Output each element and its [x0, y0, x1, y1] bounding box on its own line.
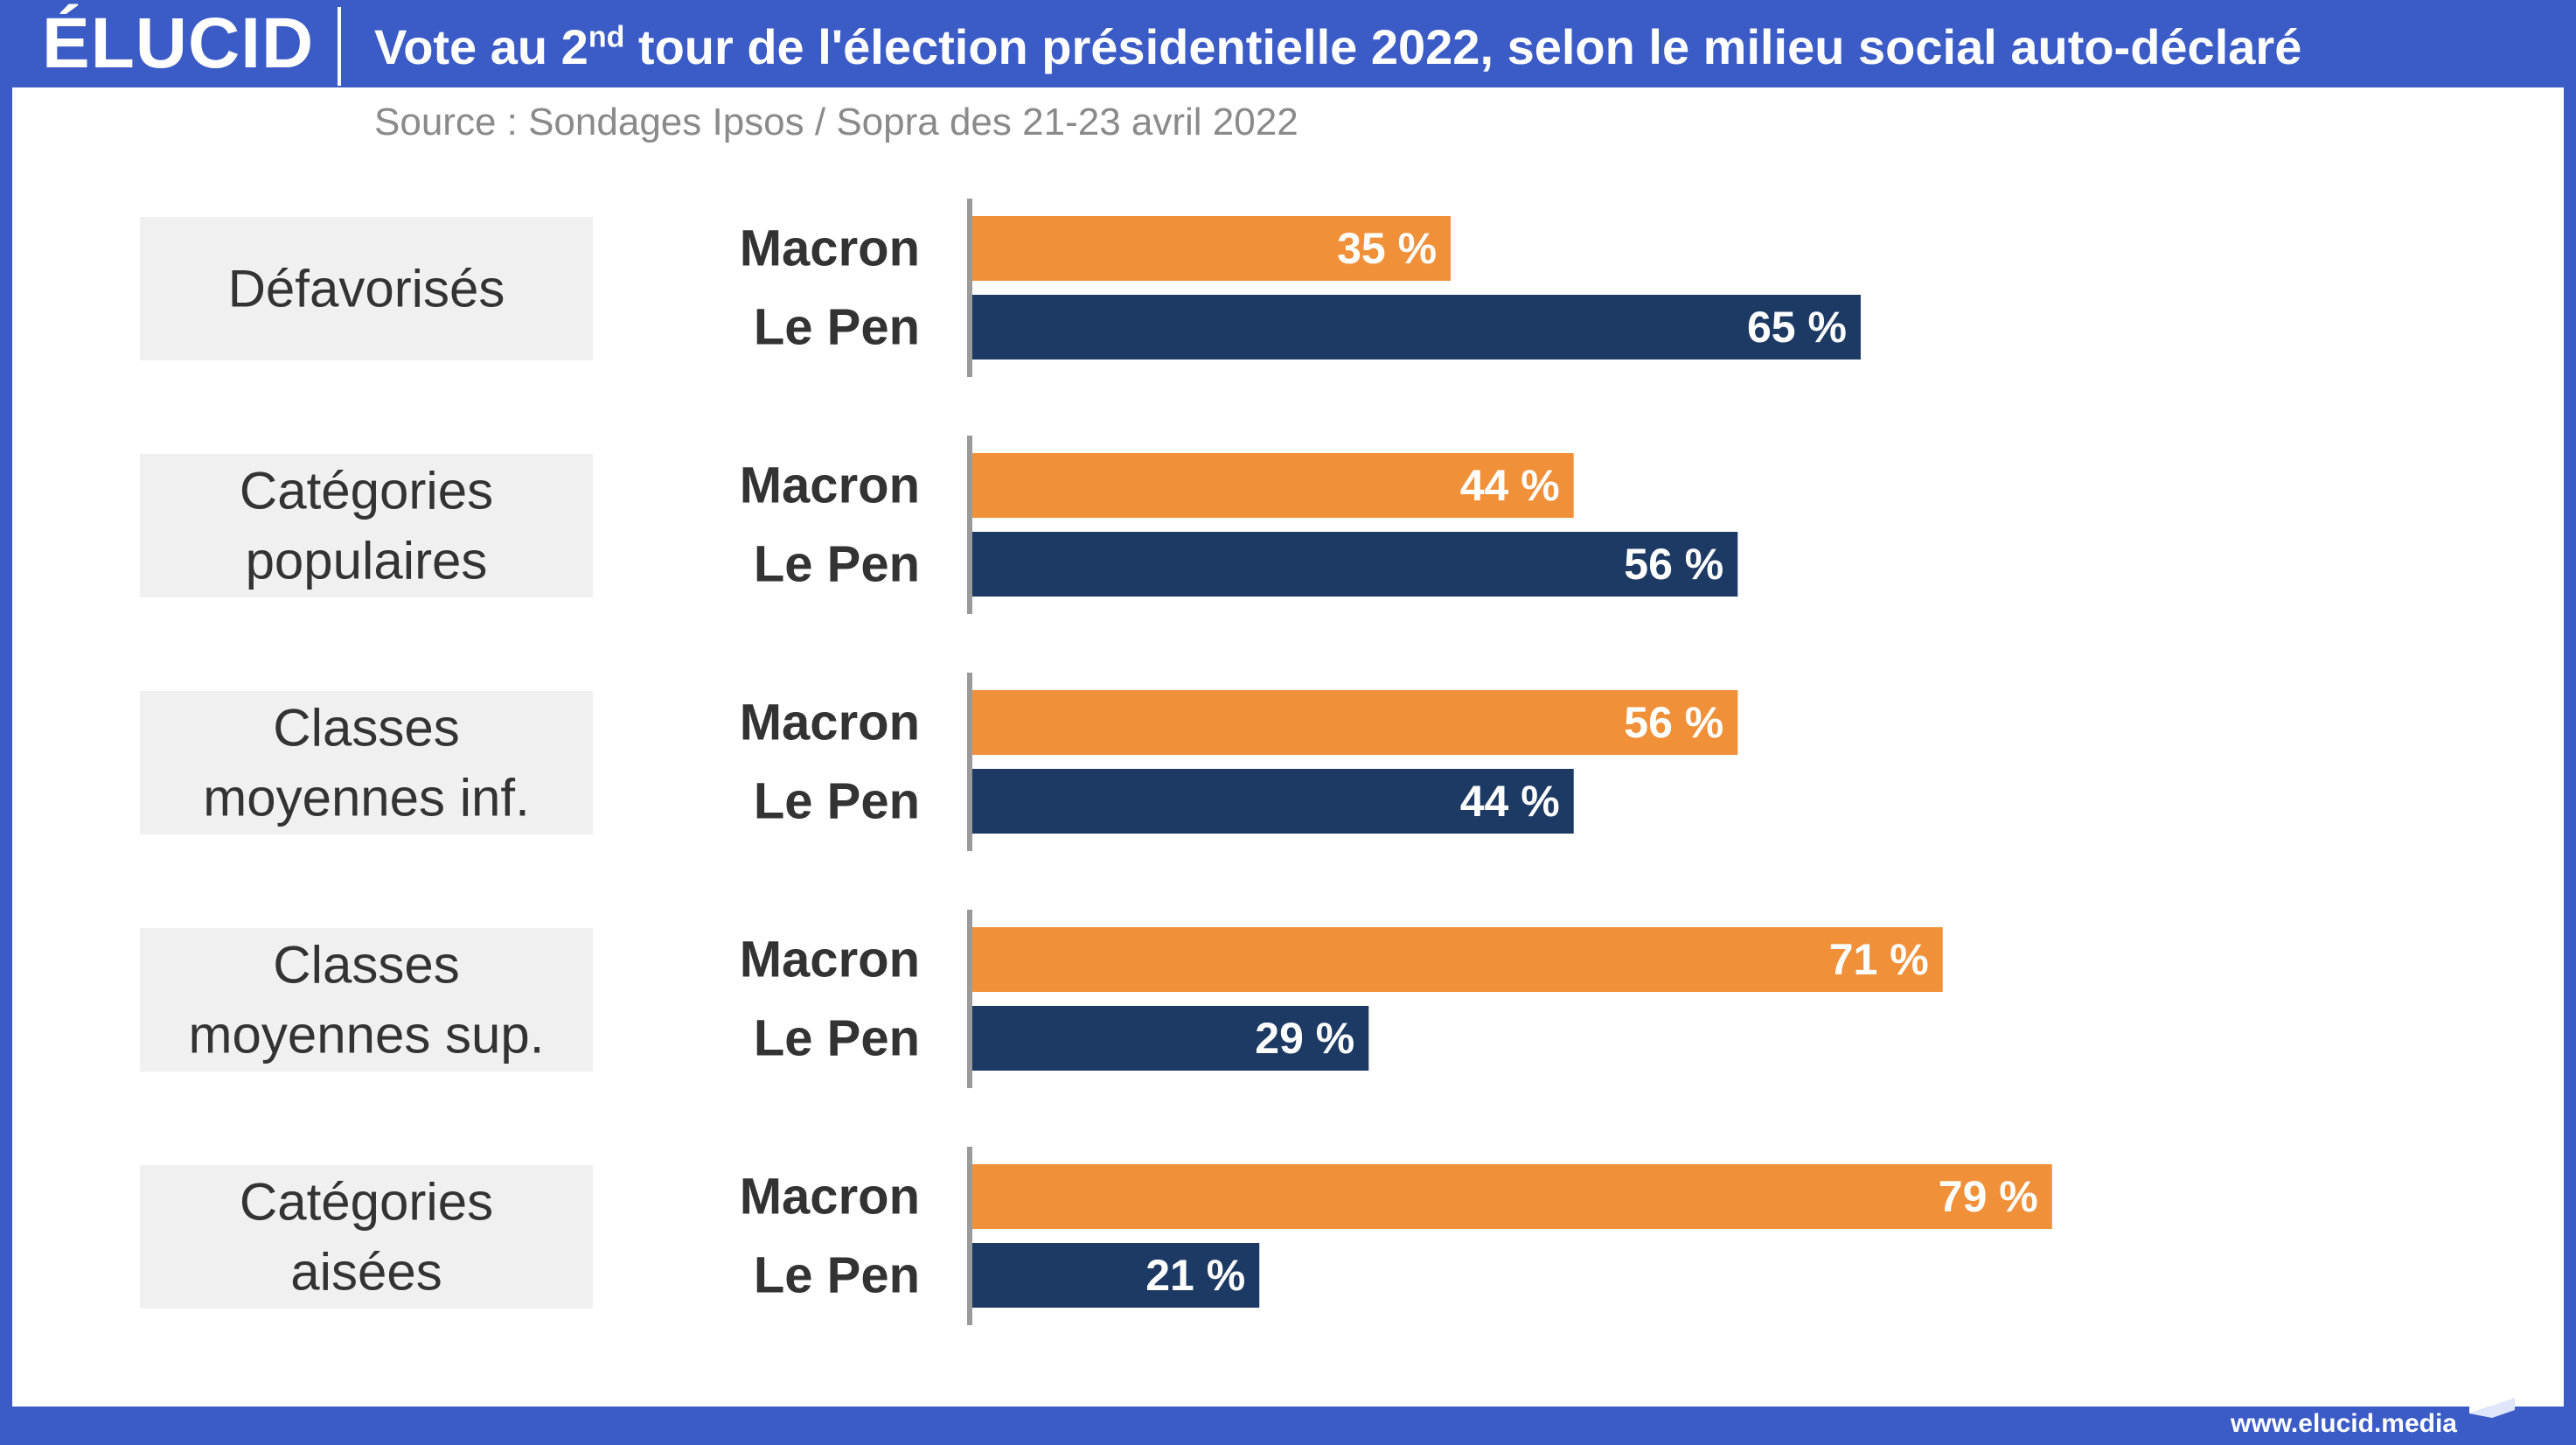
title-superscript: nd [588, 20, 625, 54]
elucid-logo[interactable]: ÉLUCID [42, 3, 314, 83]
bar [972, 216, 1452, 281]
footer-url[interactable]: www.elucid.media [2231, 1409, 2457, 1438]
series-label: Le Pen [754, 1247, 920, 1304]
category-label: Catégories [240, 462, 493, 520]
bar [972, 1006, 1369, 1071]
category-label: aisées [290, 1243, 442, 1302]
axis-line [967, 910, 972, 1088]
series-label: Macron [740, 457, 920, 514]
axis-line [967, 199, 972, 377]
data-label: 79 % [1939, 1172, 2038, 1221]
bar [972, 690, 1738, 755]
series-label: Le Pen [754, 1010, 920, 1067]
source-note: Source : Sondages Ipsos / Sopra des 21-2… [374, 101, 1298, 143]
series-label: Macron [740, 695, 920, 751]
category-label: moyennes inf. [203, 769, 530, 827]
data-label: 35 % [1337, 224, 1437, 273]
axis-line [967, 1147, 972, 1325]
category-label: moyennes sup. [189, 1006, 545, 1065]
category-label: Classes [273, 936, 459, 995]
axis-line [967, 436, 972, 614]
series-label: Le Pen [754, 773, 920, 830]
bar [972, 453, 1574, 518]
series-label: Le Pen [754, 536, 920, 593]
category-box [140, 217, 593, 360]
series-label: Macron [740, 932, 920, 988]
data-label: 21 % [1145, 1251, 1245, 1300]
title-rest: tour de l'élection présidentielle 2022, … [624, 19, 2302, 74]
chart-title: Vote au 2nd tour de l'élection président… [374, 14, 2301, 80]
title-main: Vote au 2 [374, 19, 588, 74]
category-box [140, 928, 593, 1072]
category-label: Catégories [240, 1173, 493, 1232]
data-label: 71 % [1829, 935, 1929, 984]
data-label: 56 % [1624, 698, 1723, 747]
logo-text: ÉLUCID [42, 3, 315, 83]
footer-bar [0, 1407, 2576, 1444]
data-label: 44 % [1460, 461, 1560, 510]
data-label: 65 % [1747, 303, 1847, 352]
category-label: Défavorisés [228, 260, 505, 318]
category-box [140, 454, 593, 597]
bar [972, 927, 1943, 992]
series-label: Le Pen [754, 299, 920, 356]
category-box [140, 1165, 593, 1309]
bar [972, 1243, 1260, 1308]
header-bar [0, 0, 2576, 87]
series-label: Macron [740, 220, 920, 277]
category-label: populaires [246, 532, 488, 590]
bar [972, 295, 1861, 360]
data-label: 29 % [1255, 1014, 1354, 1063]
category-label: Classes [273, 699, 459, 757]
data-label: 56 % [1624, 540, 1723, 589]
axis-line [967, 673, 972, 851]
bar [972, 1164, 2052, 1229]
flag-icon [2469, 1386, 2515, 1418]
series-label: Macron [740, 1169, 920, 1225]
category-box [140, 691, 593, 834]
bar [972, 532, 1738, 597]
data-label: 44 % [1460, 777, 1560, 826]
header-divider [338, 7, 341, 86]
bar [972, 769, 1574, 834]
